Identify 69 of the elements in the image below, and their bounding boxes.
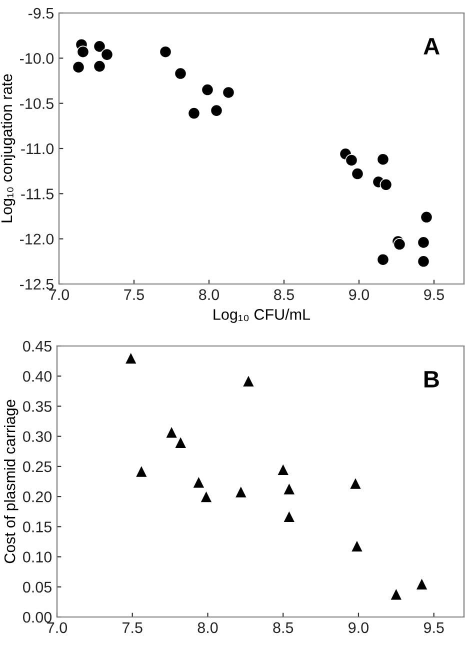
- point: [210, 104, 223, 117]
- x-tick-label: 8.0: [198, 622, 218, 634]
- y-axis-title: Log₁₀ conjugation rate: [0, 74, 16, 222]
- x-tick-label: 9.5: [424, 289, 444, 300]
- y-tick-label: -11.5: [21, 188, 54, 200]
- point: [93, 60, 106, 73]
- point: [417, 255, 430, 268]
- x-axis-title: Log₁₀ CFU/mL: [214, 308, 310, 323]
- y-tick-label: 0.45: [23, 340, 52, 352]
- y-tick-label: 0.40: [23, 370, 52, 382]
- y-tick-label: 0.00: [23, 612, 52, 623]
- point: [93, 40, 106, 53]
- point: [159, 46, 172, 58]
- x-tick-label: 9.5: [424, 622, 444, 634]
- point: [134, 464, 148, 478]
- point: [222, 86, 235, 99]
- point: [345, 154, 358, 166]
- y-tick-label: -10.5: [20, 98, 54, 110]
- annotation: A: [424, 38, 440, 54]
- point: [192, 476, 206, 489]
- point: [420, 210, 433, 224]
- point: [242, 374, 255, 388]
- y-tick-label: 0.30: [23, 431, 52, 442]
- point: [174, 436, 188, 449]
- point: [349, 476, 362, 490]
- point: [276, 463, 290, 476]
- y-tick-label: -11.0: [21, 143, 54, 154]
- point: [282, 482, 296, 496]
- point: [100, 48, 114, 61]
- y-tick-label: 0.15: [23, 522, 52, 532]
- x-tick-label: 7.5: [124, 289, 144, 300]
- point: [188, 107, 200, 120]
- point: [200, 490, 213, 503]
- y-tick-label: -12.0: [20, 234, 54, 245]
- point: [174, 67, 187, 80]
- point: [393, 238, 406, 250]
- point: [124, 352, 138, 364]
- y-tick-label: 0.10: [23, 552, 52, 562]
- point: [72, 60, 85, 74]
- y-axis-title: Cost of plasmid carriage: [4, 400, 18, 564]
- point: [351, 168, 364, 180]
- point: [417, 236, 430, 249]
- y-tick-label: 0.35: [23, 401, 52, 412]
- point: [201, 84, 214, 96]
- x-tick-label: 9.0: [349, 289, 370, 300]
- x-tick-label: 8.0: [199, 289, 220, 300]
- x-tick-label: 8.5: [273, 622, 294, 634]
- y-tick-label: 0.05: [23, 582, 52, 593]
- annotation: B: [424, 371, 439, 388]
- point: [376, 253, 390, 266]
- y-tick-label: -10.0: [20, 53, 54, 64]
- point: [380, 178, 392, 191]
- point: [415, 577, 428, 590]
- point: [76, 46, 90, 58]
- y-tick-label: -9.5: [28, 8, 54, 19]
- x-tick-label: 7.0: [49, 289, 70, 300]
- y-tick-label: 0.20: [23, 491, 52, 502]
- point: [282, 510, 296, 523]
- x-tick-label: 8.5: [274, 289, 294, 300]
- x-tick-label: 7.0: [47, 622, 68, 634]
- point: [376, 153, 390, 166]
- y-tick-label: -12.5: [20, 278, 54, 290]
- point: [350, 540, 364, 552]
- point: [390, 588, 403, 601]
- point: [234, 485, 248, 498]
- point: [165, 426, 178, 439]
- x-tick-label: 9.0: [348, 622, 369, 634]
- x-tick-label: 7.5: [122, 622, 142, 634]
- y-tick-label: 0.25: [23, 461, 52, 472]
